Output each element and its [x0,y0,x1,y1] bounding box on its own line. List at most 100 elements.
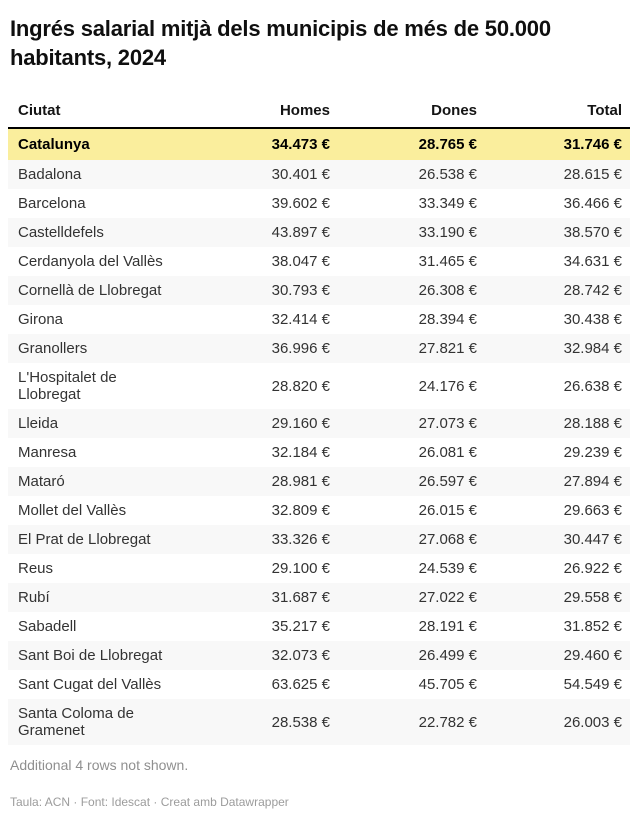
dones-cell: 45.705 € [418,676,477,694]
homes-cell: 36.996 € [271,340,330,358]
homes-cell: 35.217 € [271,618,330,636]
table-row: L'Hospitalet de Llobregat 28.820 € 24.176 … [8,363,630,409]
dones-cell: 27.068 € [418,531,477,549]
dones-cell: 22.782 € [418,713,477,731]
total-cell: 28.742 € [563,282,622,300]
total-cell: 29.239 € [563,444,622,462]
dones-cell: 27.821 € [418,340,477,358]
city-cell: Reus [18,560,54,578]
table-row: El Prat de Llobregat 33.326 € 27.068 € 30.4… [8,525,630,555]
city-cell: L'Hospitalet de Llobregat [18,369,117,404]
city-cell: Rubí [18,589,50,607]
city-cell: Cornellà de Llobregat [18,282,162,300]
table-row: Santa Coloma de Gramenet 28.538 € 22.782 €… [8,699,630,746]
total-cell: 38.570 € [563,224,622,242]
city-cell: Badalona [18,166,82,184]
table-row: Mollet del Vallès 32.809 € 26.015 € 29.663 … [8,496,630,525]
total-cell: 54.549 € [563,676,622,694]
rows-not-shown-note: Additional 4 rows not shown. [10,757,189,774]
column-header-homes: Homes [178,96,333,130]
dones-cell: 28.191 € [418,618,477,636]
homes-cell: 32.073 € [271,647,330,665]
city-cell: Sant Cugat del Vallès [18,676,162,694]
table-row: Rubí 31.687 € 27.022 € 29.558 € [8,583,630,613]
dones-cell: 26.308 € [418,282,477,300]
total-cell: 30.447 € [563,531,622,549]
table-row: Barcelona 39.602 € 33.349 € 36.466 € [8,189,630,218]
city-cell: Lleida [18,415,59,433]
column-header-ciutat: Ciutat [8,96,178,130]
city-cell: Mollet del Vallès [18,502,127,520]
total-cell: 29.460 € [563,647,622,665]
city-cell: Santa Coloma de Gramenet [18,705,134,740]
city-cell: Cerdanyola del Vallès [18,253,163,271]
source-attribution: Taula: ACN · Font: Idescat · Creat amb D… [10,795,289,810]
homes-cell: 33.326 € [271,531,330,549]
city-cell: El Prat de Llobregat [18,531,151,549]
total-cell: 28.615 € [563,166,622,184]
dones-cell: 26.499 € [418,647,477,665]
city-cell: Sant Boi de Llobregat [18,647,163,665]
dones-cell: 27.022 € [418,589,477,607]
homes-cell: 30.401 € [271,166,330,184]
column-header-dones: Dones [333,96,480,130]
dones-cell: 24.539 € [418,560,477,578]
dones-cell: 28.765 € [418,136,477,154]
homes-cell: 28.820 € [271,377,330,395]
homes-cell: 28.981 € [271,473,330,491]
dones-cell: 26.015 € [418,502,477,520]
page-title: Ingrés salarial mitjà dels municipis de … [10,16,551,71]
total-cell: 30.438 € [563,311,622,329]
city-cell: Barcelona [18,195,86,213]
total-cell: 26.638 € [563,377,622,395]
table-row: Sabadell 35.217 € 28.191 € 31.852 € [8,612,630,641]
total-cell: 27.894 € [563,473,622,491]
table-row: Cerdanyola del Vallès 38.047 € 31.465 € 34.… [8,247,630,276]
city-cell: Castelldefels [18,224,104,242]
homes-cell: 32.414 € [271,311,330,329]
homes-cell: 29.100 € [271,560,330,578]
dones-cell: 33.349 € [418,195,477,213]
table-row: Granollers 36.996 € 27.821 € 32.984 € [8,334,630,364]
column-header-total: Total [480,96,630,130]
table-row: Cornellà de Llobregat 30.793 € 26.308 € 28.… [8,276,630,306]
table-header: Ciutat Homes Dones Total [8,96,630,130]
total-cell: 29.663 € [563,502,622,520]
homes-cell: 32.184 € [271,444,330,462]
salary-table: Ciutat Homes Dones Total Catalunya 34.473… [8,96,630,746]
table-row: Sant Boi de Llobregat 32.073 € 26.499 € 29.… [8,641,630,671]
homes-cell: 29.160 € [271,415,330,433]
dones-cell: 24.176 € [418,377,477,395]
city-cell: Sabadell [18,618,77,636]
total-cell: 29.558 € [563,589,622,607]
homes-cell: 30.793 € [271,282,330,300]
homes-cell: 63.625 € [271,676,330,694]
homes-cell: 31.687 € [271,589,330,607]
table-row: Mataró 28.981 € 26.597 € 27.894 € [8,467,630,497]
homes-cell: 43.897 € [271,224,330,242]
table-row: Catalunya 34.473 € 28.765 € 31.746 € [8,128,630,161]
homes-cell: 34.473 € [271,136,330,154]
total-cell: 31.746 € [563,136,622,154]
city-cell: Girona [18,311,64,329]
homes-cell: 32.809 € [271,502,330,520]
homes-cell: 38.047 € [271,253,330,271]
city-cell: Catalunya [18,136,90,154]
header-row: Ciutat Homes Dones Total [8,96,630,130]
table-row: Girona 32.414 € 28.394 € 30.438 € [8,305,630,334]
city-cell: Manresa [18,444,77,462]
total-cell: 32.984 € [563,340,622,358]
table-row: Badalona 30.401 € 26.538 € 28.615 € [8,160,630,190]
table-body: Catalunya 34.473 € 28.765 € 31.746 € Badalon… [8,128,630,746]
table-row: Lleida 29.160 € 27.073 € 28.188 € [8,409,630,439]
total-cell: 31.852 € [563,618,622,636]
dones-cell: 26.081 € [418,444,477,462]
table-row: Manresa 32.184 € 26.081 € 29.239 € [8,438,630,467]
dones-cell: 26.597 € [418,473,477,491]
total-cell: 36.466 € [563,195,622,213]
city-cell: Mataró [18,473,65,491]
table-row: Reus 29.100 € 24.539 € 26.922 € [8,554,630,583]
dones-cell: 31.465 € [418,253,477,271]
homes-cell: 39.602 € [271,195,330,213]
city-cell: Granollers [18,340,88,358]
